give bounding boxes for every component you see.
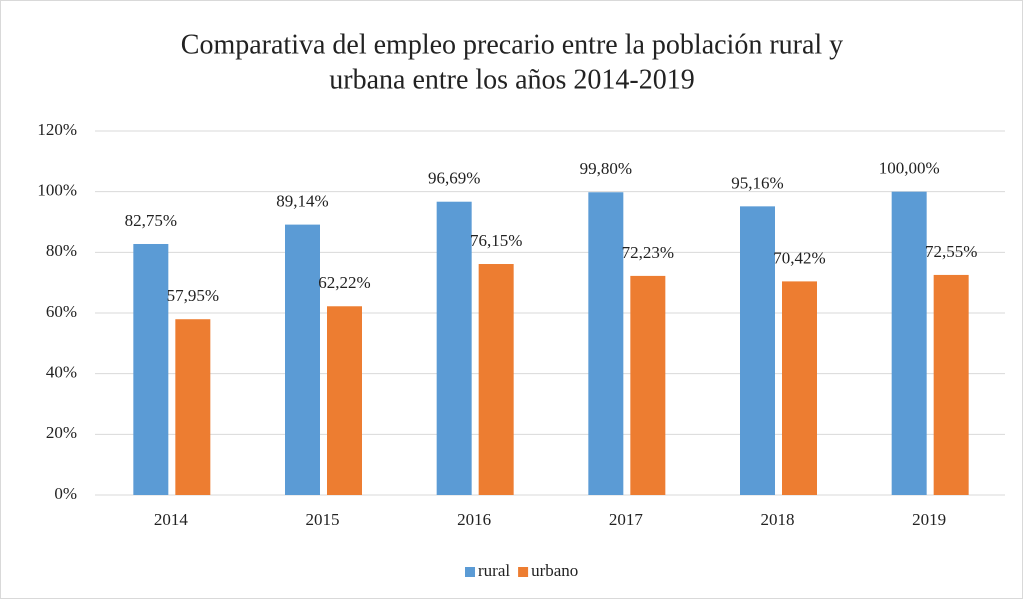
y-tick-label: 120% xyxy=(37,120,77,139)
bar xyxy=(436,201,472,495)
bar xyxy=(175,319,211,495)
x-tick-label: 2014 xyxy=(154,510,189,529)
data-label: 62,22% xyxy=(318,273,370,292)
data-label: 72,23% xyxy=(622,243,674,262)
legend-label: urbano xyxy=(531,561,578,580)
x-tick-label: 2016 xyxy=(457,510,491,529)
x-tick-label: 2017 xyxy=(609,510,644,529)
chart-title: Comparativa del empleo precario entre la… xyxy=(181,29,843,60)
y-tick-label: 20% xyxy=(46,423,77,442)
y-tick-label: 40% xyxy=(46,363,77,382)
legend-label: rural xyxy=(478,561,510,580)
data-label: 99,80% xyxy=(580,159,632,178)
bar xyxy=(740,206,775,495)
x-tick-label: 2019 xyxy=(912,510,946,529)
legend-swatch xyxy=(518,567,529,577)
y-tick-label: 100% xyxy=(37,181,77,200)
data-label: 96,69% xyxy=(428,169,480,188)
x-tick-label: 2018 xyxy=(761,510,795,529)
bar xyxy=(588,192,624,496)
bar xyxy=(327,306,362,495)
bar xyxy=(630,275,666,495)
data-label: 82,75% xyxy=(125,211,177,230)
legend-swatch xyxy=(465,567,475,577)
y-tick-label: 0% xyxy=(54,484,77,503)
bar xyxy=(478,264,514,495)
y-tick-label: 80% xyxy=(46,241,77,260)
data-label: 100,00% xyxy=(879,159,940,178)
bar xyxy=(285,224,320,495)
bar xyxy=(782,281,817,495)
data-label: 57,95% xyxy=(167,286,219,305)
x-tick-label: 2015 xyxy=(306,510,340,529)
data-label: 76,15% xyxy=(470,231,522,250)
data-label: 72,55% xyxy=(925,242,977,261)
bar xyxy=(133,243,169,495)
data-label: 70,42% xyxy=(773,248,825,267)
bar xyxy=(933,274,969,495)
chart-title: urbana entre los años 2014-2019 xyxy=(329,64,694,95)
data-label: 89,14% xyxy=(276,192,328,211)
y-tick-label: 60% xyxy=(46,302,77,321)
data-label: 95,16% xyxy=(731,173,783,192)
bar xyxy=(891,191,927,495)
